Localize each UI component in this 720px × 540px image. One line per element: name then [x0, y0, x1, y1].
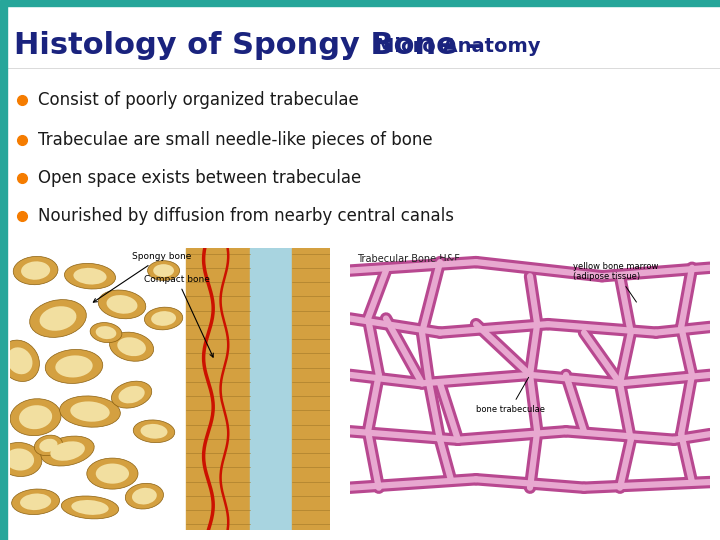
Text: Spongy bone: Spongy bone: [94, 252, 191, 302]
Ellipse shape: [148, 261, 179, 280]
Text: Consist of poorly organized trabeculae: Consist of poorly organized trabeculae: [38, 91, 359, 109]
Ellipse shape: [0, 340, 40, 381]
Ellipse shape: [140, 424, 168, 438]
Text: Trabeculae are small needle-like pieces of bone: Trabeculae are small needle-like pieces …: [38, 131, 433, 149]
Ellipse shape: [112, 381, 152, 408]
Bar: [0, 6, 7, 540]
Bar: [250, 248, 292, 530]
Ellipse shape: [96, 326, 117, 339]
Ellipse shape: [35, 435, 63, 456]
Ellipse shape: [10, 399, 61, 436]
Text: Micro Anatomy: Micro Anatomy: [375, 37, 541, 56]
Ellipse shape: [41, 436, 94, 466]
Ellipse shape: [12, 489, 60, 515]
Text: yellow bone marrow
(adipose tissue): yellow bone marrow (adipose tissue): [573, 262, 659, 302]
Bar: [0, 0, 720, 6]
Ellipse shape: [98, 290, 145, 319]
Ellipse shape: [90, 322, 122, 342]
Ellipse shape: [119, 386, 145, 403]
Ellipse shape: [13, 256, 58, 285]
Ellipse shape: [0, 442, 42, 476]
Ellipse shape: [96, 463, 129, 484]
Ellipse shape: [55, 355, 93, 377]
Ellipse shape: [30, 300, 86, 338]
Ellipse shape: [133, 420, 175, 443]
Ellipse shape: [50, 441, 85, 461]
Ellipse shape: [109, 332, 153, 361]
Ellipse shape: [117, 338, 146, 356]
Ellipse shape: [71, 401, 109, 422]
Ellipse shape: [125, 483, 163, 509]
Text: Compact bone: Compact bone: [145, 275, 213, 357]
Text: Trabecular Bone H&F: Trabecular Bone H&F: [357, 254, 460, 264]
Ellipse shape: [5, 448, 34, 470]
Ellipse shape: [61, 496, 119, 519]
Ellipse shape: [145, 307, 183, 330]
Ellipse shape: [151, 311, 176, 326]
Ellipse shape: [132, 488, 157, 504]
Ellipse shape: [65, 264, 115, 289]
Ellipse shape: [45, 349, 103, 383]
Ellipse shape: [87, 458, 138, 489]
Text: Histology of Spongy Bone –: Histology of Spongy Bone –: [14, 31, 493, 60]
Ellipse shape: [40, 438, 58, 452]
Text: bone trabeculae: bone trabeculae: [476, 377, 545, 414]
Text: Open space exists between trabeculae: Open space exists between trabeculae: [38, 169, 361, 187]
Ellipse shape: [73, 268, 107, 285]
Text: Nourished by diffusion from nearby central canals: Nourished by diffusion from nearby centr…: [38, 207, 454, 225]
Ellipse shape: [60, 396, 120, 427]
Ellipse shape: [153, 264, 174, 277]
Ellipse shape: [71, 500, 109, 515]
Ellipse shape: [40, 306, 76, 331]
Bar: [186, 248, 250, 530]
Ellipse shape: [19, 405, 52, 429]
Ellipse shape: [21, 261, 50, 280]
Ellipse shape: [20, 494, 51, 510]
Ellipse shape: [107, 295, 138, 314]
Ellipse shape: [6, 347, 32, 374]
Bar: [292, 248, 330, 530]
